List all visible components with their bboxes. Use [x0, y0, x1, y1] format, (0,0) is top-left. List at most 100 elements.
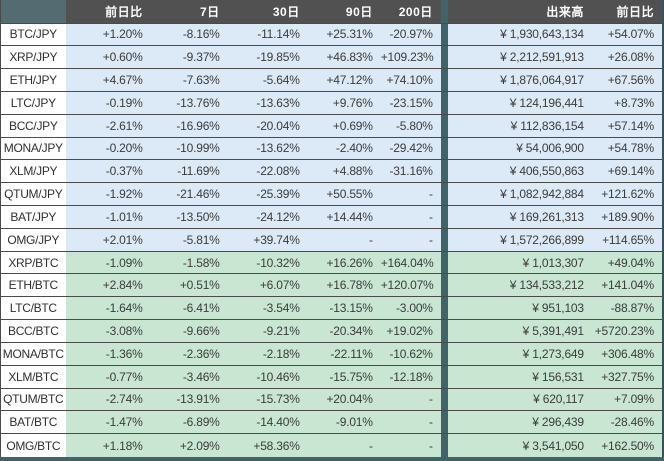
change-200d-cell: +164.04% — [380, 251, 441, 274]
table-row[interactable]: LTC/JPY -0.19% -13.76% -13.63% +9.76% -2… — [0, 91, 663, 115]
change-200d-cell: +74.10% — [380, 68, 441, 92]
change-200d-cell: -10.62% — [380, 342, 441, 366]
change-7d-cell: -21.46% — [150, 182, 228, 206]
table-row[interactable]: XRP/JPY +0.60% -9.37% -19.85% +46.83% +1… — [0, 45, 663, 69]
table-row[interactable]: OMG/BTC +1.18% +2.09% +58.36% - - ¥ 3,54… — [0, 433, 663, 459]
change-30d-cell: -10.46% — [227, 365, 308, 388]
change-1d-cell: -1.09% — [65, 251, 151, 274]
change-30d-cell: -3.54% — [227, 296, 308, 320]
volume-cell: ¥ 951,103 — [447, 296, 592, 320]
change-7d-cell: -3.46% — [150, 365, 228, 388]
table-row[interactable]: OMG/JPY +2.01% -5.81% +39.74% - - ¥ 1,57… — [0, 228, 663, 252]
column-separator — [440, 251, 448, 274]
change-90d-cell: +47.12% — [307, 68, 381, 92]
pair-label: OMG/BTC — [0, 433, 66, 459]
change-30d-cell: -14.40% — [227, 410, 308, 434]
column-separator — [440, 228, 448, 252]
column-separator — [440, 319, 448, 343]
change-1d-cell: +2.01% — [65, 228, 151, 252]
change-200d-cell: - — [380, 410, 441, 434]
table-row[interactable]: XRP/BTC -1.09% -1.58% -10.32% +16.26% +1… — [0, 251, 663, 274]
change-30d-cell: -15.73% — [227, 388, 308, 411]
table-row[interactable]: ETH/BTC +2.84% +0.51% +6.07% +16.78% +12… — [0, 273, 663, 297]
change-1d-volume-cell: +189.90% — [591, 205, 663, 229]
volume-cell: ¥ 5,391,491 — [447, 319, 592, 343]
change-1d-volume-cell: +54.07% — [591, 23, 663, 46]
change-90d-cell: -13.15% — [307, 296, 381, 320]
pair-label: BAT/BTC — [0, 410, 66, 434]
change-1d-cell: -1.92% — [65, 182, 151, 206]
pair-label: XRP/JPY — [0, 45, 66, 69]
change-30d-cell: -19.85% — [227, 45, 308, 69]
pair-label: BCC/JPY — [0, 114, 66, 138]
change-30d-cell: -24.12% — [227, 205, 308, 229]
change-200d-cell: -20.97% — [380, 23, 441, 46]
change-1d-volume-cell: -28.46% — [591, 410, 663, 434]
change-1d-volume-cell: +54.78% — [591, 137, 663, 160]
table-row[interactable]: BCC/BTC -3.08% -9.66% -9.21% -20.34% +19… — [0, 319, 663, 343]
volume-cell: ¥ 620,117 — [447, 388, 592, 411]
volume-cell: ¥ 3,541,050 — [447, 433, 592, 459]
table-row[interactable]: LTC/BTC -1.64% -6.41% -3.54% -13.15% -3.… — [0, 296, 663, 320]
change-200d-cell: -5.80% — [380, 114, 441, 138]
change-1d-volume-cell: +306.48% — [591, 342, 663, 366]
change-1d-volume-cell: +5720.23% — [591, 319, 663, 343]
volume-cell: ¥ 1,572,266,899 — [447, 228, 592, 252]
table-row[interactable]: ETH/JPY +4.67% -7.63% -5.64% +47.12% +74… — [0, 68, 663, 92]
change-1d-cell: -0.20% — [65, 137, 151, 160]
pair-label: BAT/JPY — [0, 205, 66, 229]
change-1d-volume-cell: +141.04% — [591, 273, 663, 297]
table-row[interactable]: XLM/JPY -0.37% -11.69% -22.08% +4.88% -3… — [0, 159, 663, 183]
table-row[interactable]: BAT/JPY -1.01% -13.50% -24.12% +14.44% -… — [0, 205, 663, 229]
volume-cell: ¥ 124,196,441 — [447, 91, 592, 115]
header-row: 前日比 7日 30日 90日 200日 出来高 前日比 — [0, 0, 663, 23]
volume-cell: ¥ 54,006,900 — [447, 137, 592, 160]
pair-label: ETH/BTC — [0, 273, 66, 297]
change-200d-cell: - — [380, 182, 441, 206]
change-7d-cell: -2.36% — [150, 342, 228, 366]
change-200d-cell: - — [380, 205, 441, 229]
header-change-1d: 前日比 — [65, 0, 151, 23]
table-row[interactable]: BCC/JPY -2.61% -16.96% -20.04% +0.69% -5… — [0, 114, 663, 138]
change-90d-cell: +9.76% — [307, 91, 381, 115]
change-7d-cell: -11.69% — [150, 159, 228, 183]
change-7d-cell: +2.09% — [150, 433, 228, 459]
change-1d-volume-cell: +7.09% — [591, 388, 663, 411]
column-separator — [440, 182, 448, 206]
table-row[interactable]: MONA/BTC -1.36% -2.36% -2.18% -22.11% -1… — [0, 342, 663, 366]
change-1d-cell: -1.36% — [65, 342, 151, 366]
change-200d-cell: +120.07% — [380, 273, 441, 297]
column-separator — [440, 365, 448, 388]
column-separator — [440, 114, 448, 138]
change-200d-cell: - — [380, 228, 441, 252]
pair-label: ETH/JPY — [0, 68, 66, 92]
change-90d-cell: +16.78% — [307, 273, 381, 297]
change-7d-cell: -13.91% — [150, 388, 228, 411]
change-200d-cell: - — [380, 388, 441, 411]
header-change-7d: 7日 — [150, 0, 228, 23]
header-volume: 出来高 — [447, 0, 592, 23]
change-90d-cell: +0.69% — [307, 114, 381, 138]
change-90d-cell: +20.04% — [307, 388, 381, 411]
change-30d-cell: +58.36% — [227, 433, 308, 459]
column-separator — [440, 342, 448, 366]
change-30d-cell: -10.32% — [227, 251, 308, 274]
header-change-1d-volume: 前日比 — [591, 0, 663, 23]
table-row[interactable]: BAT/BTC -1.47% -6.89% -14.40% -9.01% - ¥… — [0, 410, 663, 434]
change-7d-cell: -5.81% — [150, 228, 228, 252]
volume-cell: ¥ 156,531 — [447, 365, 592, 388]
table-row[interactable]: QTUM/JPY -1.92% -21.46% -25.39% +50.55% … — [0, 182, 663, 206]
pair-label: MONA/JPY — [0, 137, 66, 160]
column-separator — [440, 410, 448, 434]
table-row[interactable]: BTC/JPY +1.20% -8.16% -11.14% +25.31% -2… — [0, 23, 663, 46]
table-row[interactable]: XLM/BTC -0.77% -3.46% -10.46% -15.75% -1… — [0, 365, 663, 388]
volume-cell: ¥ 112,836,154 — [447, 114, 592, 138]
table-row[interactable]: MONA/JPY -0.20% -10.99% -13.62% -2.40% -… — [0, 137, 663, 160]
table-row[interactable]: QTUM/BTC -2.74% -13.91% -15.73% +20.04% … — [0, 388, 663, 411]
pair-label: BTC/JPY — [0, 23, 66, 46]
change-7d-cell: -9.37% — [150, 45, 228, 69]
pair-label: LTC/JPY — [0, 91, 66, 115]
change-30d-cell: -20.04% — [227, 114, 308, 138]
change-1d-volume-cell: +69.14% — [591, 159, 663, 183]
